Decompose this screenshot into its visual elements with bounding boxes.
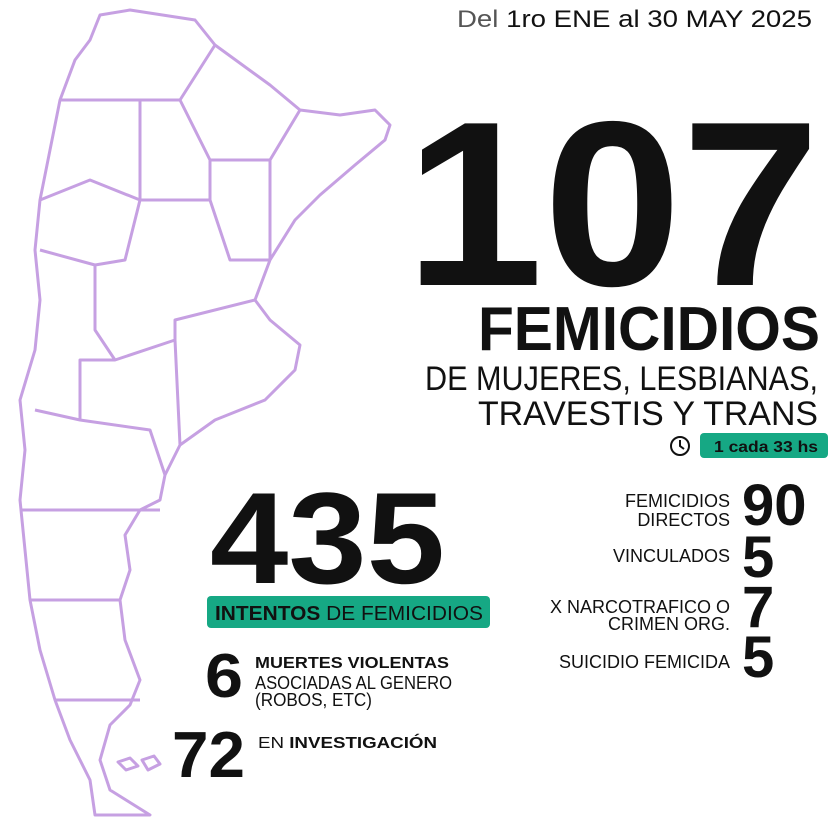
date-prefix: Del: [457, 6, 498, 33]
breakdown-value: 5: [742, 625, 774, 690]
rate-badge: [700, 433, 828, 458]
attempts-label: INTENTOS DE FEMICIDIOS: [215, 603, 483, 625]
investigation-prefix: EN: [258, 735, 284, 752]
investigation-label: EN INVESTIGACIÓN: [258, 733, 437, 752]
breakdown-label: VINCULADOS: [613, 546, 730, 566]
violent-deaths-line: MUERTES VIOLENTAS: [255, 655, 449, 672]
attempts-label-rest: DE FEMICIDIOS: [326, 603, 483, 625]
breakdown-label: CRIMEN ORG.: [608, 614, 730, 634]
breakdown-label: FEMICIDIOS: [625, 491, 730, 511]
attempts-number: 435: [210, 465, 445, 611]
breakdown-value: 5: [742, 525, 774, 590]
breakdown-label: SUICIDIO FEMICIDA: [559, 652, 730, 672]
argentina-map: [18, 8, 392, 817]
main-title: FEMICIDIOS: [478, 295, 820, 364]
attempts-badge: [207, 596, 490, 628]
investigation-number: 72: [172, 718, 245, 791]
subtitle-line: TRAVESTIS Y TRANS: [478, 395, 818, 433]
breakdown-label: X NARCOTRAFICO O: [550, 597, 730, 617]
violent-deaths-line: (ROBOS, ETC): [255, 690, 372, 710]
attempts-label-bold: INTENTOS: [215, 603, 320, 625]
breakdown-value: 90: [742, 473, 807, 538]
date-range: 1ro ENE al 30 MAY 2025: [506, 6, 812, 33]
investigation-bold: INVESTIGACIÓN: [289, 733, 437, 752]
subtitle-line: DE MUJERES, LESBIANAS,: [425, 360, 818, 398]
violent-deaths-number: 6: [205, 642, 243, 711]
main-number: 107: [405, 72, 820, 335]
date: Del 1ro ENE al 30 MAY 2025: [457, 6, 812, 33]
breakdown-label: DIRECTOS: [637, 510, 730, 530]
rate: 1 cada 33 hs: [714, 439, 818, 456]
clock-icon: [670, 436, 690, 456]
violent-deaths-line: ASOCIADAS AL GENERO: [255, 673, 452, 693]
breakdown-value: 7: [742, 575, 774, 640]
